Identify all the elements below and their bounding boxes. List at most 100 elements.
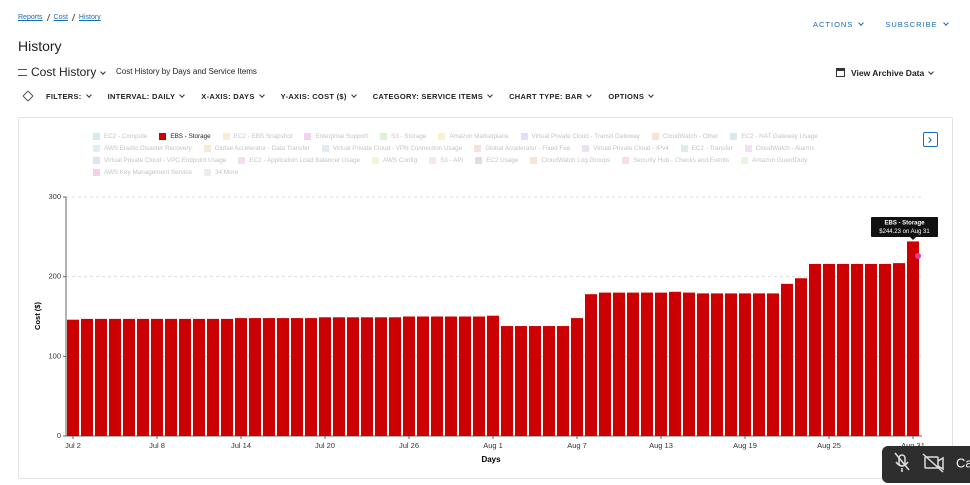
call-overlay-text: Ca (956, 455, 970, 470)
legend-swatch (474, 145, 482, 152)
toolbar-dropdown[interactable]: INTERVAL: DAILY (108, 92, 185, 101)
legend-swatch (438, 133, 446, 140)
toolbar-dropdown[interactable]: CATEGORY: SERVICE ITEMS (373, 92, 492, 101)
legend-swatch (475, 157, 483, 164)
legend-item[interactable]: Global Accelerator - Data Transfer (203, 145, 310, 152)
legend-label: EC2 Usage (486, 157, 519, 164)
chart-card (18, 117, 953, 479)
legend-swatch (93, 133, 100, 140)
legend: EC2 - Compute EBS - Storage EC2 - EBS Snap… (93, 133, 873, 176)
legend-item[interactable]: Virtual Private Cloud - IPv4 (582, 145, 669, 152)
legend-item[interactable]: EBS - Storage (159, 133, 211, 140)
legend-label: Virtual Private Cloud - VPC Endpoint Usa… (104, 157, 227, 164)
legend-label: Virtual Private Cloud - VPN Connection U… (332, 145, 463, 152)
legend-swatch (321, 145, 329, 152)
legend-label: S3 - API (440, 157, 464, 164)
legend-item[interactable]: S3 - API (429, 157, 463, 164)
legend-swatch (93, 145, 100, 152)
toolbar-dropdown[interactable]: Y-AXIS: COST ($) (281, 92, 356, 101)
legend-label: Amazon GuardDuty (752, 157, 808, 164)
legend-item[interactable]: Enterprise Support (304, 133, 368, 140)
legend-swatch (582, 145, 590, 152)
legend-label: S3 - Storage (391, 133, 427, 140)
legend-item[interactable]: EC2 - Application Load Balancer Usage (238, 157, 360, 164)
legend-swatch (380, 133, 387, 140)
legend-swatch (622, 157, 630, 164)
legend-item[interactable]: Amazon Marketplace (438, 133, 509, 140)
legend-swatch (93, 169, 100, 176)
mic-off-icon[interactable] (894, 452, 910, 472)
legend-swatch (730, 133, 738, 140)
legend-label: Virtual Private Cloud - IPv4 (593, 145, 669, 152)
toolbar-dropdown[interactable]: X-AXIS: DAYS (201, 92, 263, 101)
legend-swatch (93, 157, 100, 164)
legend-item[interactable]: EC2 Usage (475, 157, 518, 164)
legend-item[interactable]: EC2 - EBS Snapshot (222, 133, 292, 140)
legend-label: CloudWatch Log Groups (541, 157, 611, 164)
toolbar-dropdown[interactable]: CHART TYPE: BAR (509, 92, 591, 101)
legend-label: EC2 - Application Load Balancer Usage (249, 157, 361, 164)
legend-item[interactable]: Security Hub - Checks and Events (622, 157, 729, 164)
legend-label: AWS Config (383, 157, 418, 164)
legend-item[interactable]: Virtual Private Cloud - VPN Connection U… (321, 145, 463, 152)
legend-item[interactable]: AWS Elastic Disaster Recovery (93, 145, 192, 152)
legend-label: CloudWatch - Alarms (755, 145, 815, 152)
legend-item[interactable]: CloudWatch - Alarms (744, 145, 815, 152)
toolbar-dropdown[interactable]: OPTIONS (608, 92, 653, 101)
toolbar-dropdown[interactable]: FILTERS: (46, 92, 91, 101)
legend-swatch (680, 145, 688, 152)
page-title: History (18, 38, 62, 54)
legend-item[interactable]: CloudWatch Log Groups (530, 157, 610, 164)
legend-label: Global Accelerator - Data Transfer (214, 145, 310, 152)
archive-link[interactable]: View Archive Data (851, 68, 933, 78)
legend-item[interactable]: S3 - Storage (380, 133, 426, 140)
legend-item[interactable]: Virtual Private Cloud - Transit Gateway (520, 133, 640, 140)
legend-swatch (520, 133, 528, 140)
legend-label: EC2 - NAT Gateway Usage (741, 133, 818, 140)
legend-label: AWS Elastic Disaster Recovery (104, 145, 192, 152)
legend-swatch (238, 157, 246, 164)
toolbar: FILTERS: INTERVAL: DAILY X-AXIS: DAYS Y-AXI… (46, 92, 653, 101)
breadcrumbs: Reports Cost History (18, 14, 101, 21)
legend-item[interactable]: AWS Key Management Service (93, 169, 192, 176)
legend-item[interactable]: Global Accelerator - Fixed Fee (474, 145, 570, 152)
list-icon (18, 69, 27, 76)
report-description: Cost History by Days and Service Items (116, 67, 257, 76)
legend-label: EC2 - Transfer (691, 145, 733, 152)
legend-swatch (203, 145, 211, 152)
legend-item[interactable]: CloudWatch - Other (651, 133, 719, 140)
legend-label: Global Accelerator - Fixed Fee (485, 145, 571, 152)
legend-swatch (203, 169, 211, 176)
legend-swatch (159, 133, 167, 140)
legend-label: Amazon Marketplace (449, 133, 509, 140)
legend-label: Virtual Private Cloud - Transit Gateway (531, 133, 640, 140)
legend-item[interactable]: EC2 - NAT Gateway Usage (730, 133, 818, 140)
camera-off-icon[interactable] (922, 453, 944, 473)
legend-swatch (741, 157, 749, 164)
breadcrumb[interactable]: Cost (53, 14, 68, 21)
legend-label: CloudWatch - Other (662, 133, 719, 140)
header-actions: ACTIONS SUBSCRIBE (813, 20, 948, 29)
legend-item[interactable]: AWS Config (372, 157, 417, 164)
legend-label: EBS - Storage (170, 133, 211, 140)
subscribe-button[interactable]: SUBSCRIBE (885, 20, 947, 29)
actions-button[interactable]: ACTIONS (813, 20, 863, 29)
breadcrumb[interactable]: Reports (18, 14, 43, 21)
legend-label: 34 More (214, 169, 239, 176)
legend-swatch (530, 157, 538, 164)
legend-item[interactable]: EC2 - Transfer (680, 145, 733, 152)
calendar-icon (836, 68, 845, 77)
legend-label: Security Hub - Checks and Events (633, 157, 730, 164)
breadcrumb[interactable]: History (78, 14, 101, 21)
legend-swatch (744, 145, 752, 152)
legend-item[interactable]: EC2 - Compute (93, 133, 147, 140)
legend-item[interactable]: Virtual Private Cloud - VPC Endpoint Usa… (93, 157, 226, 164)
legend-item[interactable]: 34 More (203, 169, 239, 176)
legend-item[interactable]: Amazon GuardDuty (741, 157, 807, 164)
legend-swatch (651, 133, 659, 140)
legend-swatch (222, 133, 230, 140)
legend-next-button[interactable] (923, 132, 938, 147)
report-selector[interactable]: Cost History (31, 65, 105, 79)
